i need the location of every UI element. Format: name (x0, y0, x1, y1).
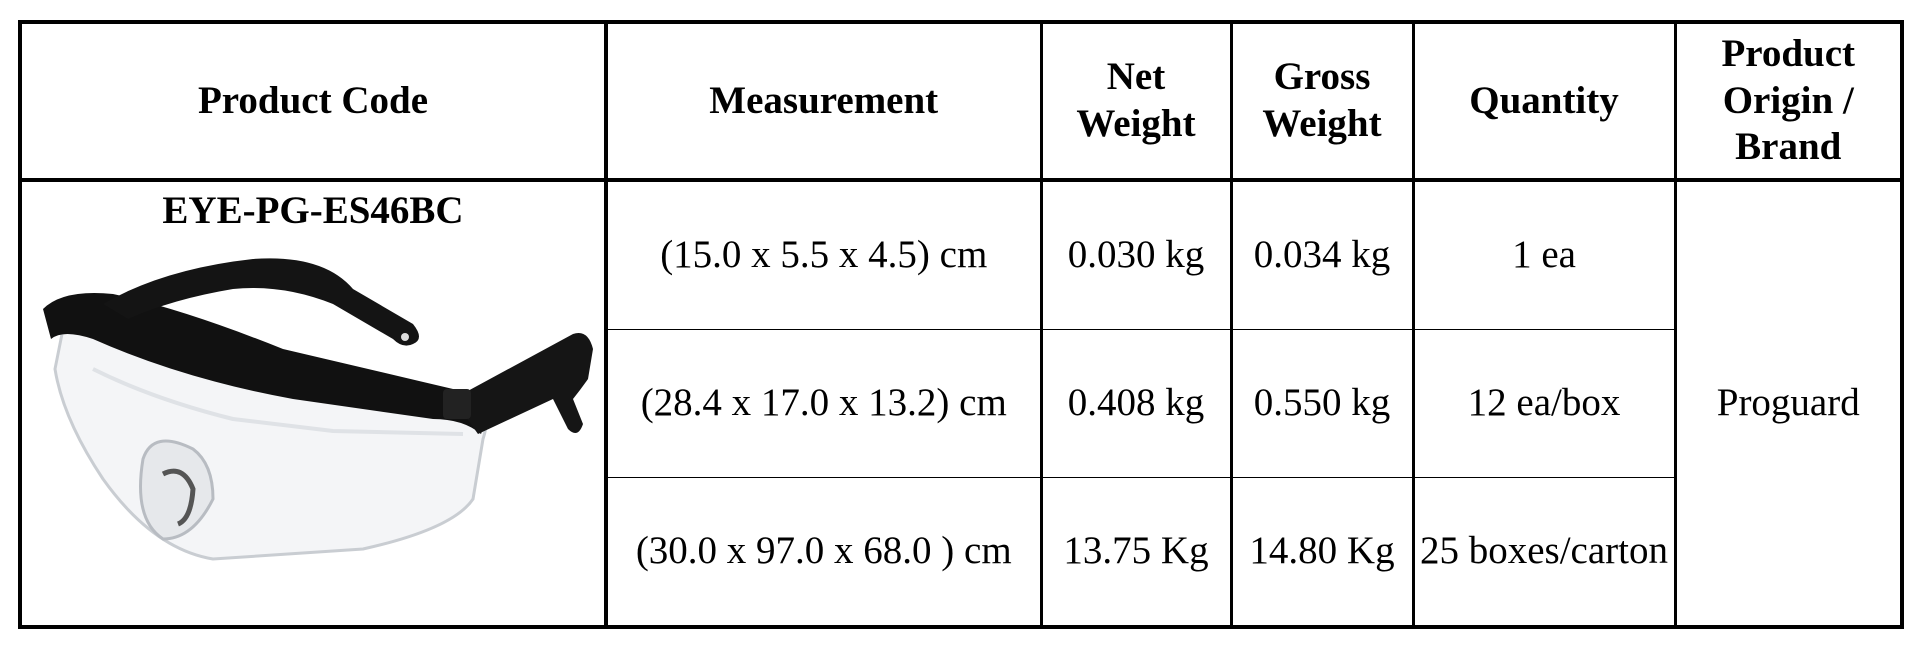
header-origin-brand-label: Product Origin / Brand (1721, 31, 1856, 169)
product-code: EYE-PG-ES46BC (162, 189, 464, 232)
table-row: (28.4 x 17.0 x 13.2) cm 0.408 kg 0.550 k… (20, 329, 1902, 478)
quantity-cell: 25 boxes/carton (1411, 477, 1677, 628)
measurement-cell: (30.0 x 97.0 x 68.0 ) cm (604, 477, 1043, 628)
product-spec-table: Product Code Measurement Net Weight Gros… (18, 20, 1904, 629)
table-row: EYE-PG-ES46BC (18, 179, 1904, 628)
header-gross-weight: Gross Weight (1229, 20, 1415, 182)
quantity-cell: 1 ea (1411, 179, 1677, 330)
quantity-cell: 12 ea/box (1411, 329, 1677, 478)
product-cell: EYE-PG-ES46BC (18, 179, 608, 628)
header-net-weight: Net Weight (1039, 20, 1233, 182)
gross-weight-cell: 0.550 kg (1229, 329, 1415, 478)
net-weight-cell: 0.030 kg (1039, 179, 1233, 330)
header-net-weight-label: Net Weight (1076, 55, 1196, 145)
header-row: Product Code Measurement Net Weight Gros… (18, 20, 1904, 182)
net-weight-cell: 0.408 kg (1039, 329, 1233, 478)
header-quantity: Quantity (1411, 20, 1677, 182)
header-gross-weight-label: Gross Weight (1262, 55, 1382, 145)
measurement-cell: (28.4 x 17.0 x 13.2) cm (604, 329, 1043, 478)
safety-glasses-icon (43, 258, 593, 561)
table-row: (30.0 x 97.0 x 68.0 ) cm 13.75 Kg 14.80 … (20, 477, 1902, 628)
gross-weight-cell: 14.80 Kg (1229, 477, 1415, 628)
net-weight-cell: 13.75 Kg (1039, 477, 1233, 628)
origin-brand-cell: Proguard (1673, 179, 1904, 628)
header-origin-brand: Product Origin / Brand (1673, 20, 1904, 182)
measurement-cell: (15.0 x 5.5 x 4.5) cm (604, 179, 1043, 330)
header-product-code: Product Code (18, 20, 608, 182)
gross-weight-cell: 0.034 kg (1229, 179, 1415, 330)
header-measurement: Measurement (604, 20, 1043, 182)
